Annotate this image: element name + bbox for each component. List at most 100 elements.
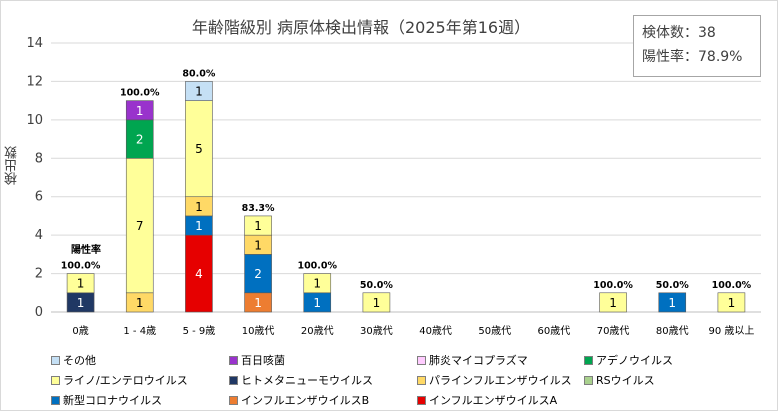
- x-tick-label: 40歳代: [419, 325, 452, 337]
- positivity-label: 50.0%: [360, 280, 393, 291]
- legend-swatch: [51, 395, 60, 405]
- bar-value-label: 1: [373, 296, 381, 310]
- legend-swatch: [229, 355, 238, 365]
- positivity-label: 100.0%: [712, 280, 752, 291]
- y-tick-label: 14: [26, 36, 43, 51]
- bar-segment: [125, 157, 154, 294]
- bar-value-label: 5: [195, 142, 203, 156]
- grid-lines: [51, 42, 761, 275]
- specimen-count-value: 38: [698, 25, 716, 41]
- positivity-rate-label: 陽性率：: [642, 49, 698, 65]
- legend-item: その他: [51, 352, 96, 368]
- bar-value-label: 2: [254, 267, 262, 281]
- legend-swatch: [229, 375, 238, 385]
- x-tick-label: 70歳代: [597, 325, 630, 337]
- positivity-label: 100.0%: [297, 261, 337, 272]
- positivity-label: 83.3%: [242, 203, 275, 214]
- x-tick-label: 10歳代: [242, 325, 275, 337]
- bars: [66, 81, 746, 313]
- legend-swatch: [417, 395, 426, 405]
- legend-item: インフルエンザウイルスB: [229, 392, 369, 408]
- legend-swatch: [417, 375, 426, 385]
- y-tick-label: 8: [35, 151, 43, 166]
- legend-item: 百日咳菌: [229, 352, 285, 368]
- bar-segment: [244, 254, 272, 294]
- y-tick-label: 0: [35, 305, 43, 320]
- specimen-count-label: 検体数：: [642, 25, 698, 41]
- legend-item: RSウイルス: [584, 372, 655, 388]
- y-tick-label: 4: [35, 228, 43, 243]
- x-tick-label: 0歳: [72, 325, 88, 337]
- bar-segment: [362, 292, 391, 313]
- positivity-label: 100.0%: [593, 280, 633, 291]
- legend-label: インフルエンザウイルスB: [241, 394, 370, 407]
- legend-label: パラインフルエンザウイルス: [429, 374, 572, 387]
- legend-label: 百日咳菌: [241, 354, 285, 367]
- bar-value-label: 2: [136, 133, 144, 147]
- legend-swatch: [51, 355, 60, 365]
- x-tick-label: 1 - 4歳: [123, 325, 156, 337]
- positivity-rate-value: 78.9%: [698, 49, 743, 65]
- summary-box: 検体数：38 陽性率：78.9%: [633, 15, 761, 77]
- legend-label: RSウイルス: [596, 374, 655, 387]
- specimen-count-row: 検体数：38: [642, 21, 752, 45]
- bar-value-label: 1: [136, 104, 144, 118]
- x-tick-label: 50歳代: [478, 325, 511, 337]
- bar-value-label: 1: [195, 200, 203, 214]
- positivity-label: 100.0%: [120, 88, 160, 99]
- legend-label: アデノウイルス: [596, 354, 673, 367]
- y-tick-label: 10: [26, 113, 43, 128]
- bar-segment: [303, 273, 332, 294]
- y-tick-label: 6: [35, 190, 43, 205]
- legend-item: ライノ/エンテロウイルス: [51, 372, 188, 388]
- legend-swatch: [417, 355, 426, 365]
- bar-value-label: 7: [136, 219, 144, 233]
- legend-swatch: [584, 375, 593, 385]
- x-tick-label: 90 歳以上: [708, 325, 754, 337]
- y-tick-label: 12: [26, 74, 43, 89]
- bar-value-label: 1: [195, 219, 203, 233]
- bar-value-label: 1: [728, 296, 736, 310]
- legend-item: 新型コロナウイルス: [51, 392, 162, 408]
- bar-segment: [658, 292, 687, 313]
- legend-label: ヒトメタニューモウイルス: [241, 374, 373, 387]
- legend-item: ヒトメタニューモウイルス: [229, 372, 373, 388]
- bar-segment: [244, 215, 272, 236]
- legend-item: アデノウイルス: [584, 352, 673, 368]
- bar-segment: [717, 292, 746, 313]
- bar-value-label: 4: [195, 267, 203, 281]
- legend-label: インフルエンザウイルスA: [429, 394, 558, 407]
- legend-label: その他: [63, 354, 96, 367]
- x-tick-label: 5 - 9歳: [183, 325, 216, 337]
- bar-value-label: 1: [77, 277, 85, 291]
- y-tick-label: 2: [35, 267, 43, 282]
- positivity-label: 50.0%: [656, 280, 689, 291]
- bar-segment: [125, 100, 154, 121]
- bar-value-label: 1: [254, 219, 262, 233]
- legend-swatch: [229, 395, 238, 405]
- legend-item: パラインフルエンザウイルス: [417, 372, 572, 388]
- legend-item: インフルエンザウイルスA: [417, 392, 557, 408]
- legend-label: ライノ/エンテロウイルス: [63, 374, 188, 387]
- positivity-rate-row: 陽性率：78.9%: [642, 45, 752, 69]
- bar-value-label: 1: [609, 296, 617, 310]
- bar-value-label: 1: [254, 238, 262, 252]
- legend-label: 肺炎マイコプラズマ: [429, 354, 528, 367]
- x-tick-label: 60歳代: [538, 325, 571, 337]
- bar-segment: [599, 292, 627, 313]
- positivity-label: 100.0%: [61, 261, 101, 272]
- bar-segment: [185, 100, 213, 198]
- legend-swatch: [584, 355, 593, 365]
- bar-value-label: 1: [313, 277, 321, 291]
- bar-value-label: 1: [136, 296, 144, 310]
- x-tick-label: 80歳代: [656, 325, 689, 337]
- bar-segment: [125, 119, 154, 159]
- bar-value-label: 1: [195, 85, 203, 99]
- chart-title: 年齢階級別 病原体検出情報（2025年第16週）: [191, 18, 531, 37]
- bar-segment: [66, 273, 95, 294]
- bar-value-label: 1: [77, 296, 85, 310]
- bar-value-label: 1: [254, 296, 262, 310]
